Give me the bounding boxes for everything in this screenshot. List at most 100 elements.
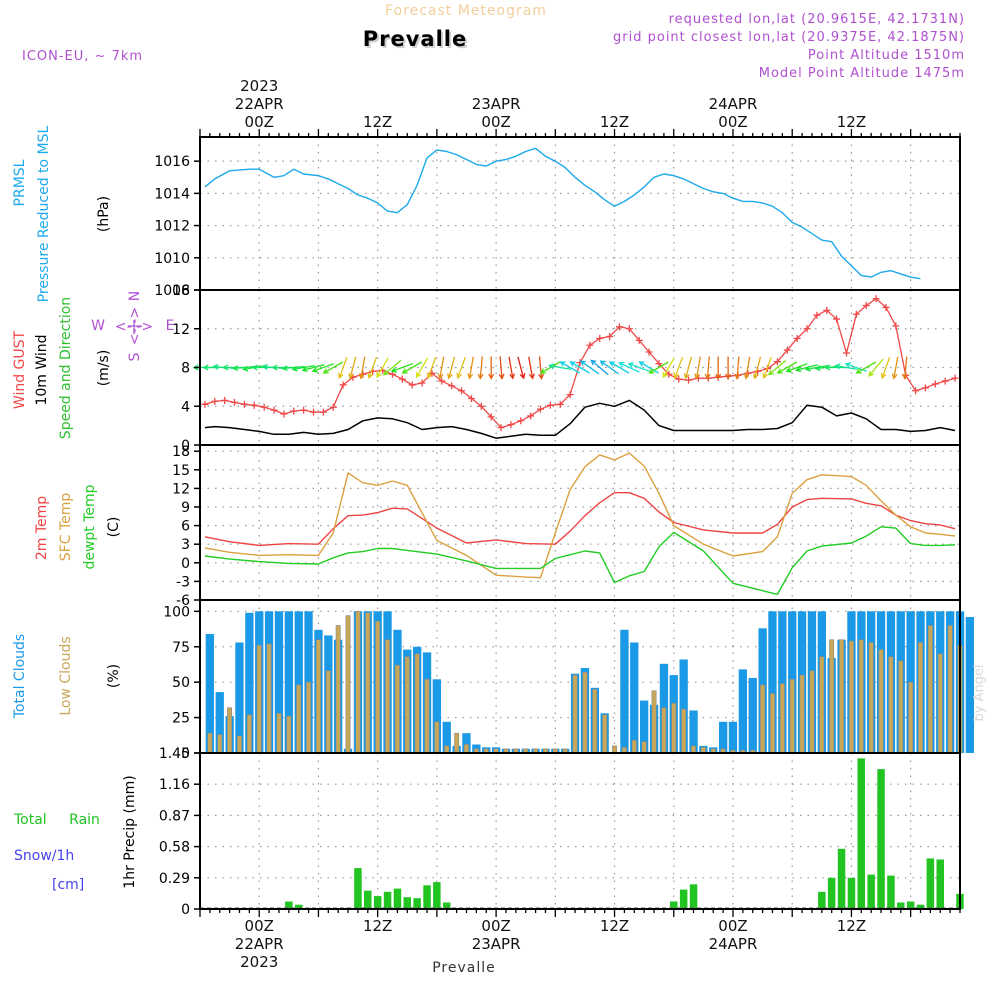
low-cloud-bar [355,610,361,754]
wind-direction-arrow [508,356,516,380]
clouds-ytick-label: 50 [172,675,190,691]
clouds-labels: Total Clouds Low Clouds (%) [12,634,122,719]
pressure-ytick-label: 1012 [154,219,190,235]
low-cloud-bar [256,644,262,754]
total-cloud-bar [205,634,214,753]
wind-gust-marker [625,325,633,333]
wind-direction-arrow [715,356,722,380]
rain-bar [827,877,836,909]
wind-gust-marker [655,360,663,368]
wind-gust-marker [527,412,535,420]
low-cloud-bar [375,620,381,754]
wind-direction-arrow [762,356,772,380]
wind-gust-marker [398,375,406,383]
low-cloud-bar [424,678,430,754]
total-cloud-bar [462,733,471,753]
low-cloud-bar [296,684,302,754]
temp-label-dewpt: dewpt Temp [82,484,98,569]
wind-direction-arrow [683,356,693,380]
time-label: 12Z [837,113,866,131]
wind-direction-arrow [590,359,609,376]
time-label: 2023 [240,953,278,971]
rain-bar [433,882,441,909]
low-cloud-bar [434,721,440,754]
temperature-ytick-label: 0 [181,556,190,572]
wind-direction-arrow [734,356,741,380]
wind-gust-marker [300,406,308,414]
precipitation-ytick-label: 0.58 [159,840,190,856]
low-cloud-bar [888,656,894,754]
wind-direction-arrow [367,356,378,380]
total-cloud-bar [719,721,728,753]
rain-bar [403,897,411,909]
wind-gust-marker [507,421,515,429]
wind-gust-marker [467,395,475,402]
low-cloud-bar [217,734,223,754]
rain-bar [295,904,303,909]
product-title: Forecast Meteogram [385,3,547,19]
temp-label-sfc: SFC Temp [58,493,74,562]
wind-gust-marker [931,380,939,388]
low-cloud-bar [385,639,390,754]
wind-gust-marker [290,407,298,415]
total-cloud-bar [620,629,629,754]
pressure-ytick-label: 1016 [154,154,190,170]
wind-gust-marker [240,400,248,408]
rain-bar [364,890,372,909]
wind-gust-marker [941,377,949,385]
low-cloud-bar [276,712,282,754]
wind-direction-arrow [704,356,711,380]
wind-gust-marker [487,413,495,421]
wind-direction-arrow [390,363,413,373]
low-cloud-bar [365,612,371,754]
location-title: Prevalle [363,27,468,51]
temperature-ytick-label: 15 [172,463,190,479]
total-cloud-bar [284,611,293,753]
snow-label: Snow/1h [14,848,74,864]
wind-gust-marker [408,381,416,389]
total-cloud-bar [245,612,254,754]
rain-bar [877,769,885,909]
time-label: 24APR [709,95,758,113]
wind-units: (m/s) [96,350,112,387]
wind-direction-arrow [776,361,798,374]
wind-gust-marker [448,382,456,390]
wind-gust-marker [566,391,574,399]
wind-direction-arrow [785,363,808,373]
wind-direction-arrow [868,358,884,377]
wind-gust-marker [685,376,693,384]
clouds-plot [205,610,974,754]
time-label: 00Z [245,113,274,131]
wind-gust-marker [951,374,959,382]
wind-gust-marker [586,341,594,349]
total-cloud-bar [235,642,244,753]
low-cloud-bar [839,639,845,754]
precipitation-ytick-label: 0.29 [159,871,190,887]
pressure-ytick-label: 1014 [154,186,190,202]
wind-plot [192,295,959,439]
wind-gust-marker [912,387,920,395]
pressure-grid [199,137,960,291]
wind-direction-arrow [467,356,474,380]
temp-label-2m: 2m Temp [34,496,50,560]
temp-dewpt-line [204,526,956,596]
temperature-ytick-label: -6 [176,593,190,609]
temperature-frame [199,444,961,601]
wind-ytick-label: 16 [172,283,190,299]
low-cloud-bar [809,670,815,754]
wind-gust-marker [833,315,841,323]
low-cloud-bar [582,671,588,754]
wind-direction-arrow [579,360,600,375]
wind-speed-line [204,399,956,439]
wind-gust-marker [438,377,446,385]
pressure-panel: 1008 1010 1012 1014 1016 PRMSL Pressure Redu… [12,125,961,302]
wind-panel: 0 4 8 12 16 Wind GUST 10m Wind Speed and Dir… [12,283,961,454]
wind-direction-arrow [559,361,581,374]
rain-bar [897,902,905,909]
wind-direction-arrow [311,363,334,373]
time-label: 12Z [837,917,866,935]
wind-direction-arrow [517,356,526,380]
rain-bar [818,891,826,909]
wind-direction-arrow [337,356,348,380]
